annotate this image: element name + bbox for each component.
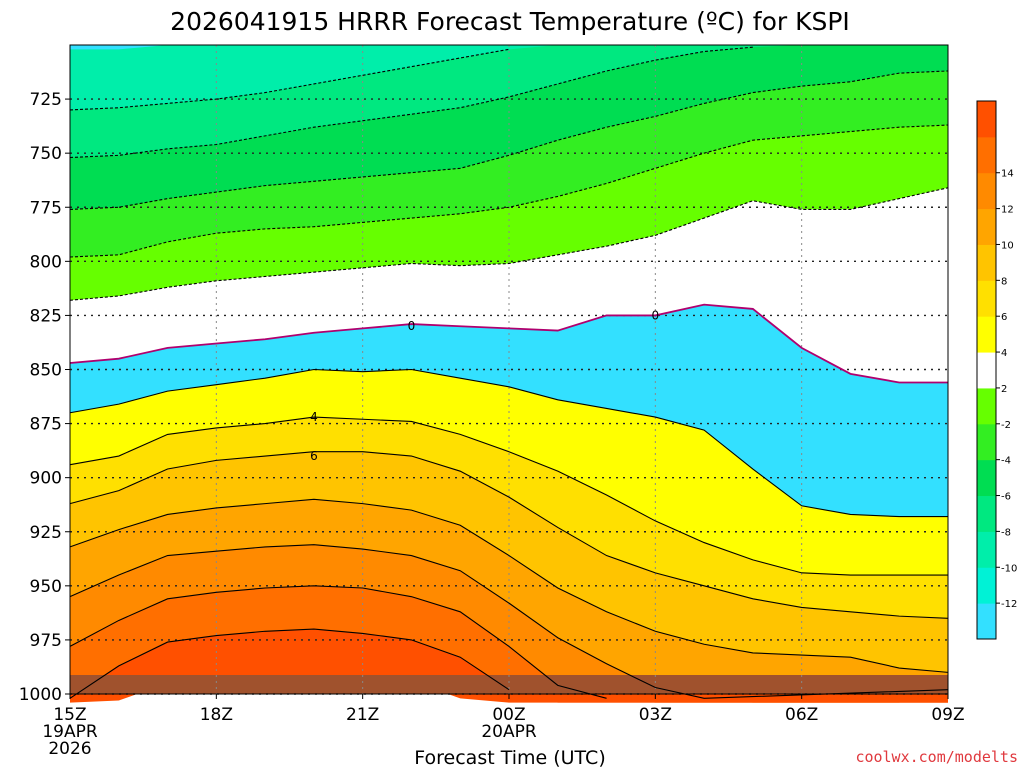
y-tick-label-725: 725 [30,90,62,110]
isotherm--4 [69,124,949,258]
y-tick-label-850: 850 [30,361,62,381]
colorbar-label--6: -6 [1001,492,1011,503]
surface-strip [70,675,948,694]
colorbar-label-10: 10 [1001,240,1014,251]
colorbar-swatch-3 [977,495,996,532]
isotherm-10 [69,544,949,699]
isotherm-4 [69,416,948,576]
colorbar-label--8: -8 [1001,527,1011,538]
chart-title: 2026041915 HRRR Forecast Temperature (ºC… [170,7,850,36]
isotherm-6 [69,451,949,619]
colorbar-swatch-14 [977,101,996,138]
y-tick-label-950: 950 [30,577,62,597]
colorbar-swatch-12 [977,172,996,210]
x-tick-label-06Z: 06Z [785,705,818,725]
colorbar-label-8: 8 [1001,276,1007,287]
colorbar-swatch-6 [977,387,996,425]
contour-labels: 0 0 4 6 [310,308,660,463]
colorbar-swatch-1 [977,567,996,604]
y-tick-label-975: 975 [30,631,62,651]
y-tick-label-800: 800 [30,252,62,272]
colorbar-swatch-8 [977,316,996,353]
contour-label-0: 0 [408,319,416,333]
credit-text: coolwx.com/modelts [855,748,1018,766]
isotherm-0 [69,303,948,384]
x-tick-label-21Z: 21Z [346,705,379,725]
colorbar-label--10: -10 [1001,563,1017,574]
colorbar-swatch-4 [977,459,996,497]
isotherm-2 [69,368,948,518]
isotherm--6 [69,70,949,210]
isotherm-8 [69,498,949,673]
isotherm-14 [69,628,510,699]
x-tick-label-18Z: 18Z [200,705,233,725]
colorbar-label-14: 14 [1001,169,1014,180]
colorbar-swatch-13 [977,136,996,174]
x-tick-date-15Z: 19APR [42,722,98,742]
y-tick-label-1000: 1000 [19,685,62,705]
colorbar-swatch-10 [977,244,996,281]
colorbar-label-4: 4 [1001,348,1007,359]
axes: 725 750 775 800 825 850 875 900 925 950 975 100015Z… [19,44,965,759]
x-tick-label-15Z: 15Z [53,705,86,725]
isotherm--10 [69,48,510,111]
colorbar-label--12: -12 [1001,599,1017,610]
x-tick-label-03Z: 03Z [639,705,672,725]
contour-label-0: 0 [652,308,660,322]
y-tick-label-775: 775 [30,198,62,218]
colorbar-label-6: 6 [1001,312,1007,323]
contour-label-6: 6 [310,449,318,463]
colorbar-frame [976,100,997,640]
y-tick-label-925: 925 [30,523,62,543]
x-tick-date-00Z: 20APR [481,722,537,742]
x-axis-label: Forecast Time (UTC) [414,747,605,768]
colorbar-swatch-9 [977,280,996,317]
colorbar-swatch-5 [977,423,996,461]
x-tick-label-00Z: 00Z [492,705,525,725]
x-tick-year-15Z: 2026 [48,739,91,759]
isotherm--2 [69,187,949,301]
isotherm-12 [69,585,607,699]
colorbar: -12 -10 -8 -6 -4 -2 2 4 6 8 10 12 14 [976,100,1017,640]
colorbar-label-12: 12 [1001,205,1014,216]
y-tick-label-825: 825 [30,306,62,326]
isotherm-contours [69,46,949,699]
y-tick-label-900: 900 [30,469,62,489]
y-tick-label-875: 875 [30,415,62,435]
colorbar-swatch-7 [977,352,996,389]
contour-label-4: 4 [310,410,318,424]
y-tick-label-750: 750 [30,144,62,164]
colorbar-label-2: 2 [1001,384,1007,395]
colorbar-label--4: -4 [1001,456,1011,467]
x-tick-label-09Z: 09Z [931,705,964,725]
colorbar-swatch-2 [977,531,996,568]
colorbar-swatch-0 [977,603,996,640]
colorbar-label--2: -2 [1001,420,1011,431]
colorbar-swatch-11 [977,208,996,245]
isotherm--8 [69,46,753,159]
